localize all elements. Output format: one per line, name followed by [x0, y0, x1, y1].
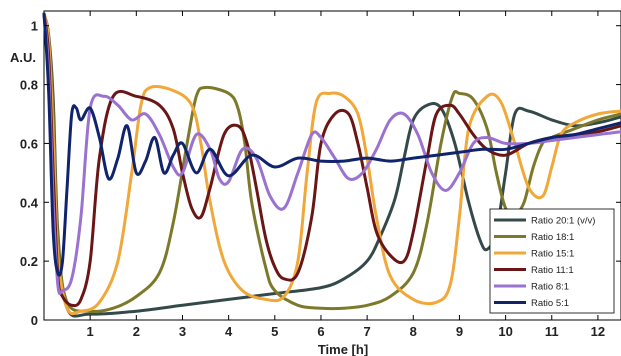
legend-label: Ratio 18:1: [531, 232, 574, 243]
x-tick-label: 10: [498, 324, 512, 339]
x-tick-label: 12: [591, 324, 605, 339]
series-line: [42, 12, 621, 318]
legend-box: [489, 208, 615, 314]
y-tick-label: 0.4: [20, 195, 39, 210]
series-line: [42, 12, 621, 277]
series-line: [42, 12, 621, 316]
series-layer: [42, 12, 621, 318]
x-tick-label: 9: [456, 324, 463, 339]
y-tick-label: 0.2: [20, 254, 38, 269]
legend-label: Ratio 15:1: [531, 249, 574, 260]
x-tick-label: 3: [179, 324, 186, 339]
x-axis-label: Time [h]: [318, 342, 368, 356]
x-tick-label: 2: [133, 324, 140, 339]
legend-label: Ratio 5:1: [531, 298, 569, 309]
y-axis-label: A.U.: [10, 50, 36, 65]
x-tick-label: 5: [271, 324, 278, 339]
x-tick-label: 4: [225, 324, 233, 339]
legend-label: Ratio 8:1: [531, 282, 569, 293]
legend-label: Ratio 11:1: [531, 265, 574, 276]
y-tick-label: 0: [31, 313, 38, 328]
legend: Ratio 20:1 (v/v) Ratio 18:1 Ratio 15:1 Rati…: [489, 208, 615, 314]
series-line: [42, 12, 621, 308]
x-tick-label: 8: [410, 324, 417, 339]
x-tick-label: 6: [317, 324, 324, 339]
x-tick-label: 7: [364, 324, 371, 339]
x-tick-label: 11: [545, 324, 559, 339]
legend-label: Ratio 20:1 (v/v): [531, 216, 595, 227]
x-tick-label: 1: [87, 324, 94, 339]
y-tick-label: 0.8: [20, 78, 38, 93]
y-tick-label: 0.6: [20, 136, 38, 151]
y-tick-label: 1: [31, 19, 38, 34]
